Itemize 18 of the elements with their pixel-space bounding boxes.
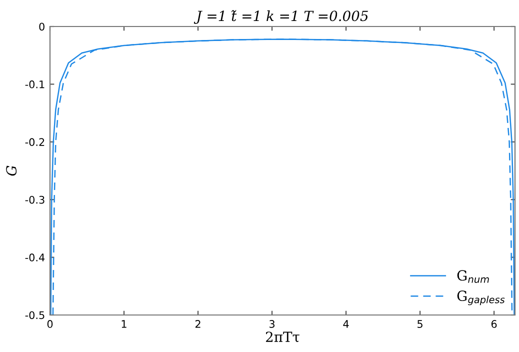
x-tick-label: 4 — [343, 320, 349, 328]
x-tick-label: 0 — [47, 320, 53, 328]
x-tick-label: 1 — [122, 320, 126, 328]
x-tick-label: 2 — [195, 320, 200, 328]
y-tick-label: -0.3 — [25, 196, 44, 204]
y-tick-label: -0.1 — [25, 80, 44, 88]
y-tick-label: -0.2 — [25, 138, 44, 146]
y-axis-title: G — [6, 166, 17, 176]
x-tick-label: 3 — [270, 320, 274, 328]
legend-label: G$_{num}$ — [457, 270, 489, 283]
x-axis-title: 2πTτ — [266, 332, 300, 342]
y-tick-label: -0.5 — [25, 311, 44, 320]
y-tick-label: -0.4 — [25, 254, 45, 262]
x-tick-label: 5 — [418, 320, 422, 328]
chart-title: J =1 t̃ =1 k =1 T =0.005 — [194, 10, 368, 24]
y-tick-label: 0 — [39, 22, 44, 31]
legend-label: G$_{gapless}$ — [457, 290, 505, 306]
x-tick-label: 6 — [491, 320, 497, 328]
